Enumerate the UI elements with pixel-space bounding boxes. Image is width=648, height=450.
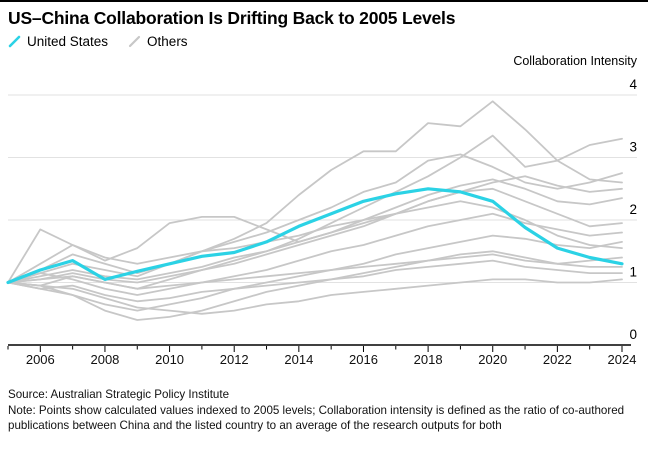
others-line-10 [7,253,623,290]
y-axis-title: Collaboration Intensity [513,54,637,68]
x-tick-label-2020: 2020 [478,352,507,367]
y-tick-label-3: 3 [629,140,637,155]
y-tick-label-0: 0 [629,327,637,342]
legend-item-others: Others [128,34,188,49]
y-tick-label-4: 4 [629,77,637,92]
collaboration-line-chart: Collaboration Intensity 0 1 2 3 4 2006 2008 2010… [6,54,638,367]
us-line-swatch-icon [8,35,21,48]
x-tick-label-2014: 2014 [284,352,313,367]
top-rule [0,0,648,2]
legend-label-others: Others [147,34,188,49]
others-line-11 [7,259,623,303]
others-line-9 [7,250,623,321]
legend-item-united-states: United States [8,34,108,49]
x-tick-label-2010: 2010 [155,352,184,367]
y-tick-label-2: 2 [629,202,637,217]
others-line-swatch-icon [128,35,141,48]
others-line-13 [7,200,623,284]
x-tick-label-2006: 2006 [26,352,55,367]
x-tick-label-2008: 2008 [90,352,119,367]
x-tick-label-2022: 2022 [543,352,572,367]
note-line: Note: Points show calculated values inde… [8,403,625,433]
y-tick-label-1: 1 [629,265,637,280]
others-line-1 [7,100,623,284]
x-tick-label-2018: 2018 [414,352,443,367]
legend: United States Others [8,34,188,49]
chart-title: US–China Collaboration Is Drifting Back … [8,8,456,28]
x-tick-label-2016: 2016 [349,352,378,367]
legend-label-united-states: United States [27,34,109,49]
united-states-line [6,187,624,285]
others-line-12 [7,278,623,315]
source-line: Source: Australian Strategic Policy Inst… [8,388,230,401]
footer-notes: Source: Australian Strategic Policy Inst… [8,387,644,434]
others-line-3 [7,153,623,284]
others-line-8 [7,234,623,312]
x-tick-label-2024: 2024 [608,352,637,367]
x-tick-label-2012: 2012 [220,352,249,367]
